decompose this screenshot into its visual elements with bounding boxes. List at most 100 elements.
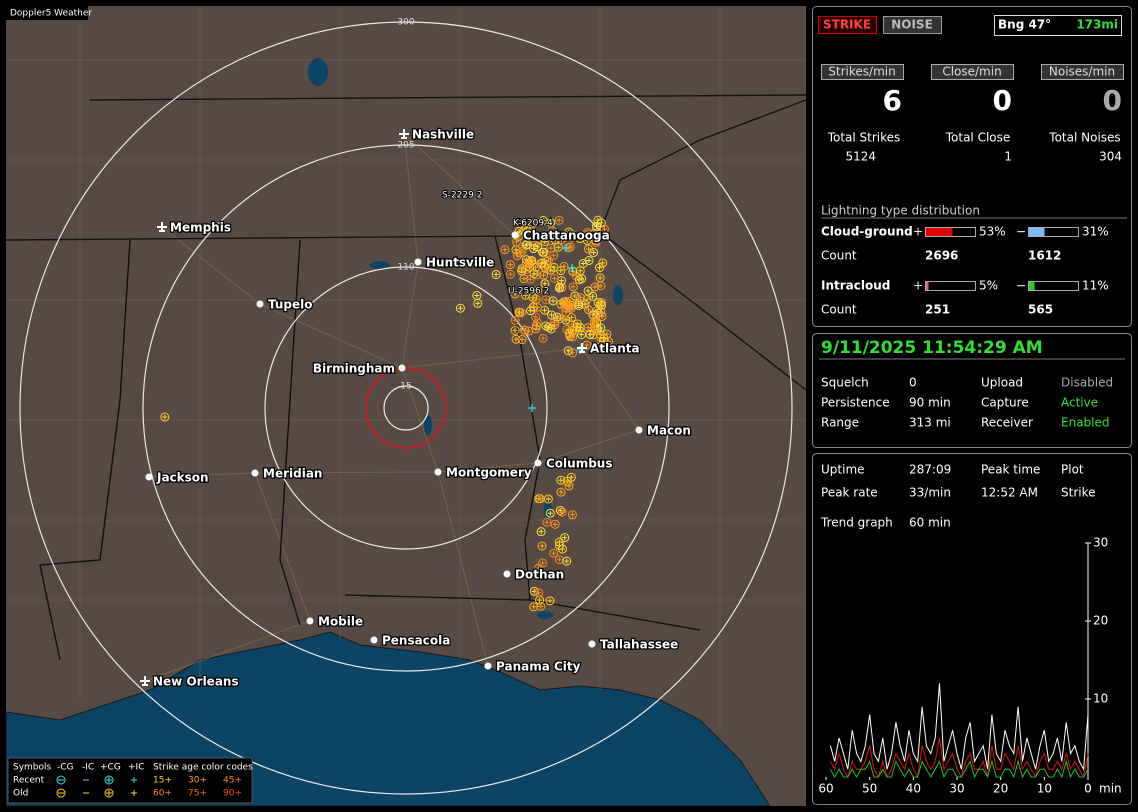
percent: 53% (979, 225, 1006, 239)
trend-field: Trend graph (820, 516, 893, 530)
strike-cross (584, 342, 590, 348)
ring-label: 110 (397, 263, 414, 273)
airport-icon (157, 222, 167, 232)
strike-ring (574, 275, 584, 285)
strike-cross (528, 308, 534, 314)
city-dot (511, 231, 519, 239)
strike-ic (568, 264, 576, 272)
strike-ring (521, 290, 531, 300)
strike-marker (568, 230, 578, 240)
strike-ring (522, 239, 532, 249)
strike-cross (590, 293, 596, 299)
strike-cross (551, 275, 557, 281)
strike-cross (543, 297, 549, 303)
strike-cross (584, 238, 590, 244)
legend-header: +CG (100, 763, 121, 773)
strike-marker (545, 508, 555, 518)
strike-ring (525, 262, 535, 272)
strike-cross (538, 603, 544, 609)
strike-cross (559, 546, 565, 552)
strike-cross (527, 276, 533, 282)
strike-ring (545, 596, 555, 606)
bar-fill (926, 282, 929, 290)
strike-ring (556, 487, 566, 497)
status-field: Capture (981, 396, 1029, 410)
bar-track (1028, 281, 1079, 291)
strike-marker (598, 336, 608, 346)
strike-cross (598, 325, 604, 331)
stat-field: 287:09 (909, 463, 951, 477)
strike-cross (585, 325, 591, 331)
strike-ring (536, 601, 546, 611)
city-dot (370, 636, 378, 644)
strike-marker (596, 281, 606, 291)
trend-line (829, 683, 1089, 771)
city-label: Tallahassee (600, 638, 678, 652)
strike-ring (546, 218, 556, 228)
strike-cross (558, 489, 564, 495)
stat-field: Peak time (981, 463, 1040, 477)
strike-ring (542, 256, 552, 266)
strike-marker (576, 330, 586, 340)
legend-row-label: Old (13, 789, 28, 799)
noise-button[interactable] (883, 16, 942, 34)
strike-ring (589, 247, 599, 257)
strike-cross (565, 300, 571, 306)
strike-cross (475, 300, 481, 306)
strike-marker (584, 256, 594, 266)
strike-cross (519, 248, 525, 254)
strike-marker (554, 555, 564, 565)
total-label: Total Strikes (827, 131, 901, 145)
city-label: Memphis (170, 221, 231, 235)
strike-cross (502, 247, 508, 253)
total-value: 304 (1099, 150, 1122, 164)
strike-ring (550, 519, 560, 529)
strike-ring (538, 558, 548, 568)
status-field: Enabled (1061, 416, 1110, 430)
strike-marker (552, 312, 562, 322)
strike-cross (519, 268, 525, 274)
strike-ring (529, 269, 539, 279)
strike-ring (567, 313, 577, 323)
strike-ring (537, 258, 547, 268)
strike-cross (493, 272, 499, 278)
strike-marker (567, 313, 577, 323)
rate-label: Close/min (942, 65, 1001, 79)
strike-ring (160, 412, 170, 422)
strike-cross (593, 223, 599, 229)
legend-header: -CG (57, 763, 74, 773)
strike-marker (593, 342, 603, 352)
strike-cross (591, 327, 597, 333)
strike-marker (539, 247, 549, 257)
strike-button[interactable] (818, 16, 877, 34)
city-label: Macon (647, 424, 691, 438)
legend-symbol (56, 788, 66, 798)
strike-cross (540, 560, 546, 566)
bar-fill (1029, 228, 1045, 236)
strike-cross (564, 478, 570, 484)
strike-label: STRIKE (823, 18, 871, 32)
strike-cross (507, 262, 513, 268)
rate-value: 0 (1103, 84, 1122, 117)
strike-ring (526, 306, 536, 316)
strike-cross (558, 477, 564, 483)
strike-marker (564, 481, 574, 491)
strike-cross (516, 309, 522, 315)
strike-ring (521, 223, 531, 233)
title-tab (6, 6, 88, 20)
strike-cross (516, 228, 522, 234)
side-panel: STRIKE NOISE Bng 47° 173mi Lightning typ… (812, 6, 1132, 805)
strike-marker (554, 537, 564, 547)
strike-ring (596, 323, 606, 333)
strike-marker (568, 348, 578, 358)
strike-ring (562, 556, 572, 566)
panel-status (812, 333, 1132, 448)
strike-cross (512, 291, 518, 297)
strike-cross (512, 327, 518, 333)
type-name: Intracloud (821, 279, 890, 293)
strike-cross (540, 335, 546, 341)
strike-cross (535, 565, 541, 571)
city-label: Tupelo (268, 298, 313, 312)
strike-cross (539, 260, 545, 266)
